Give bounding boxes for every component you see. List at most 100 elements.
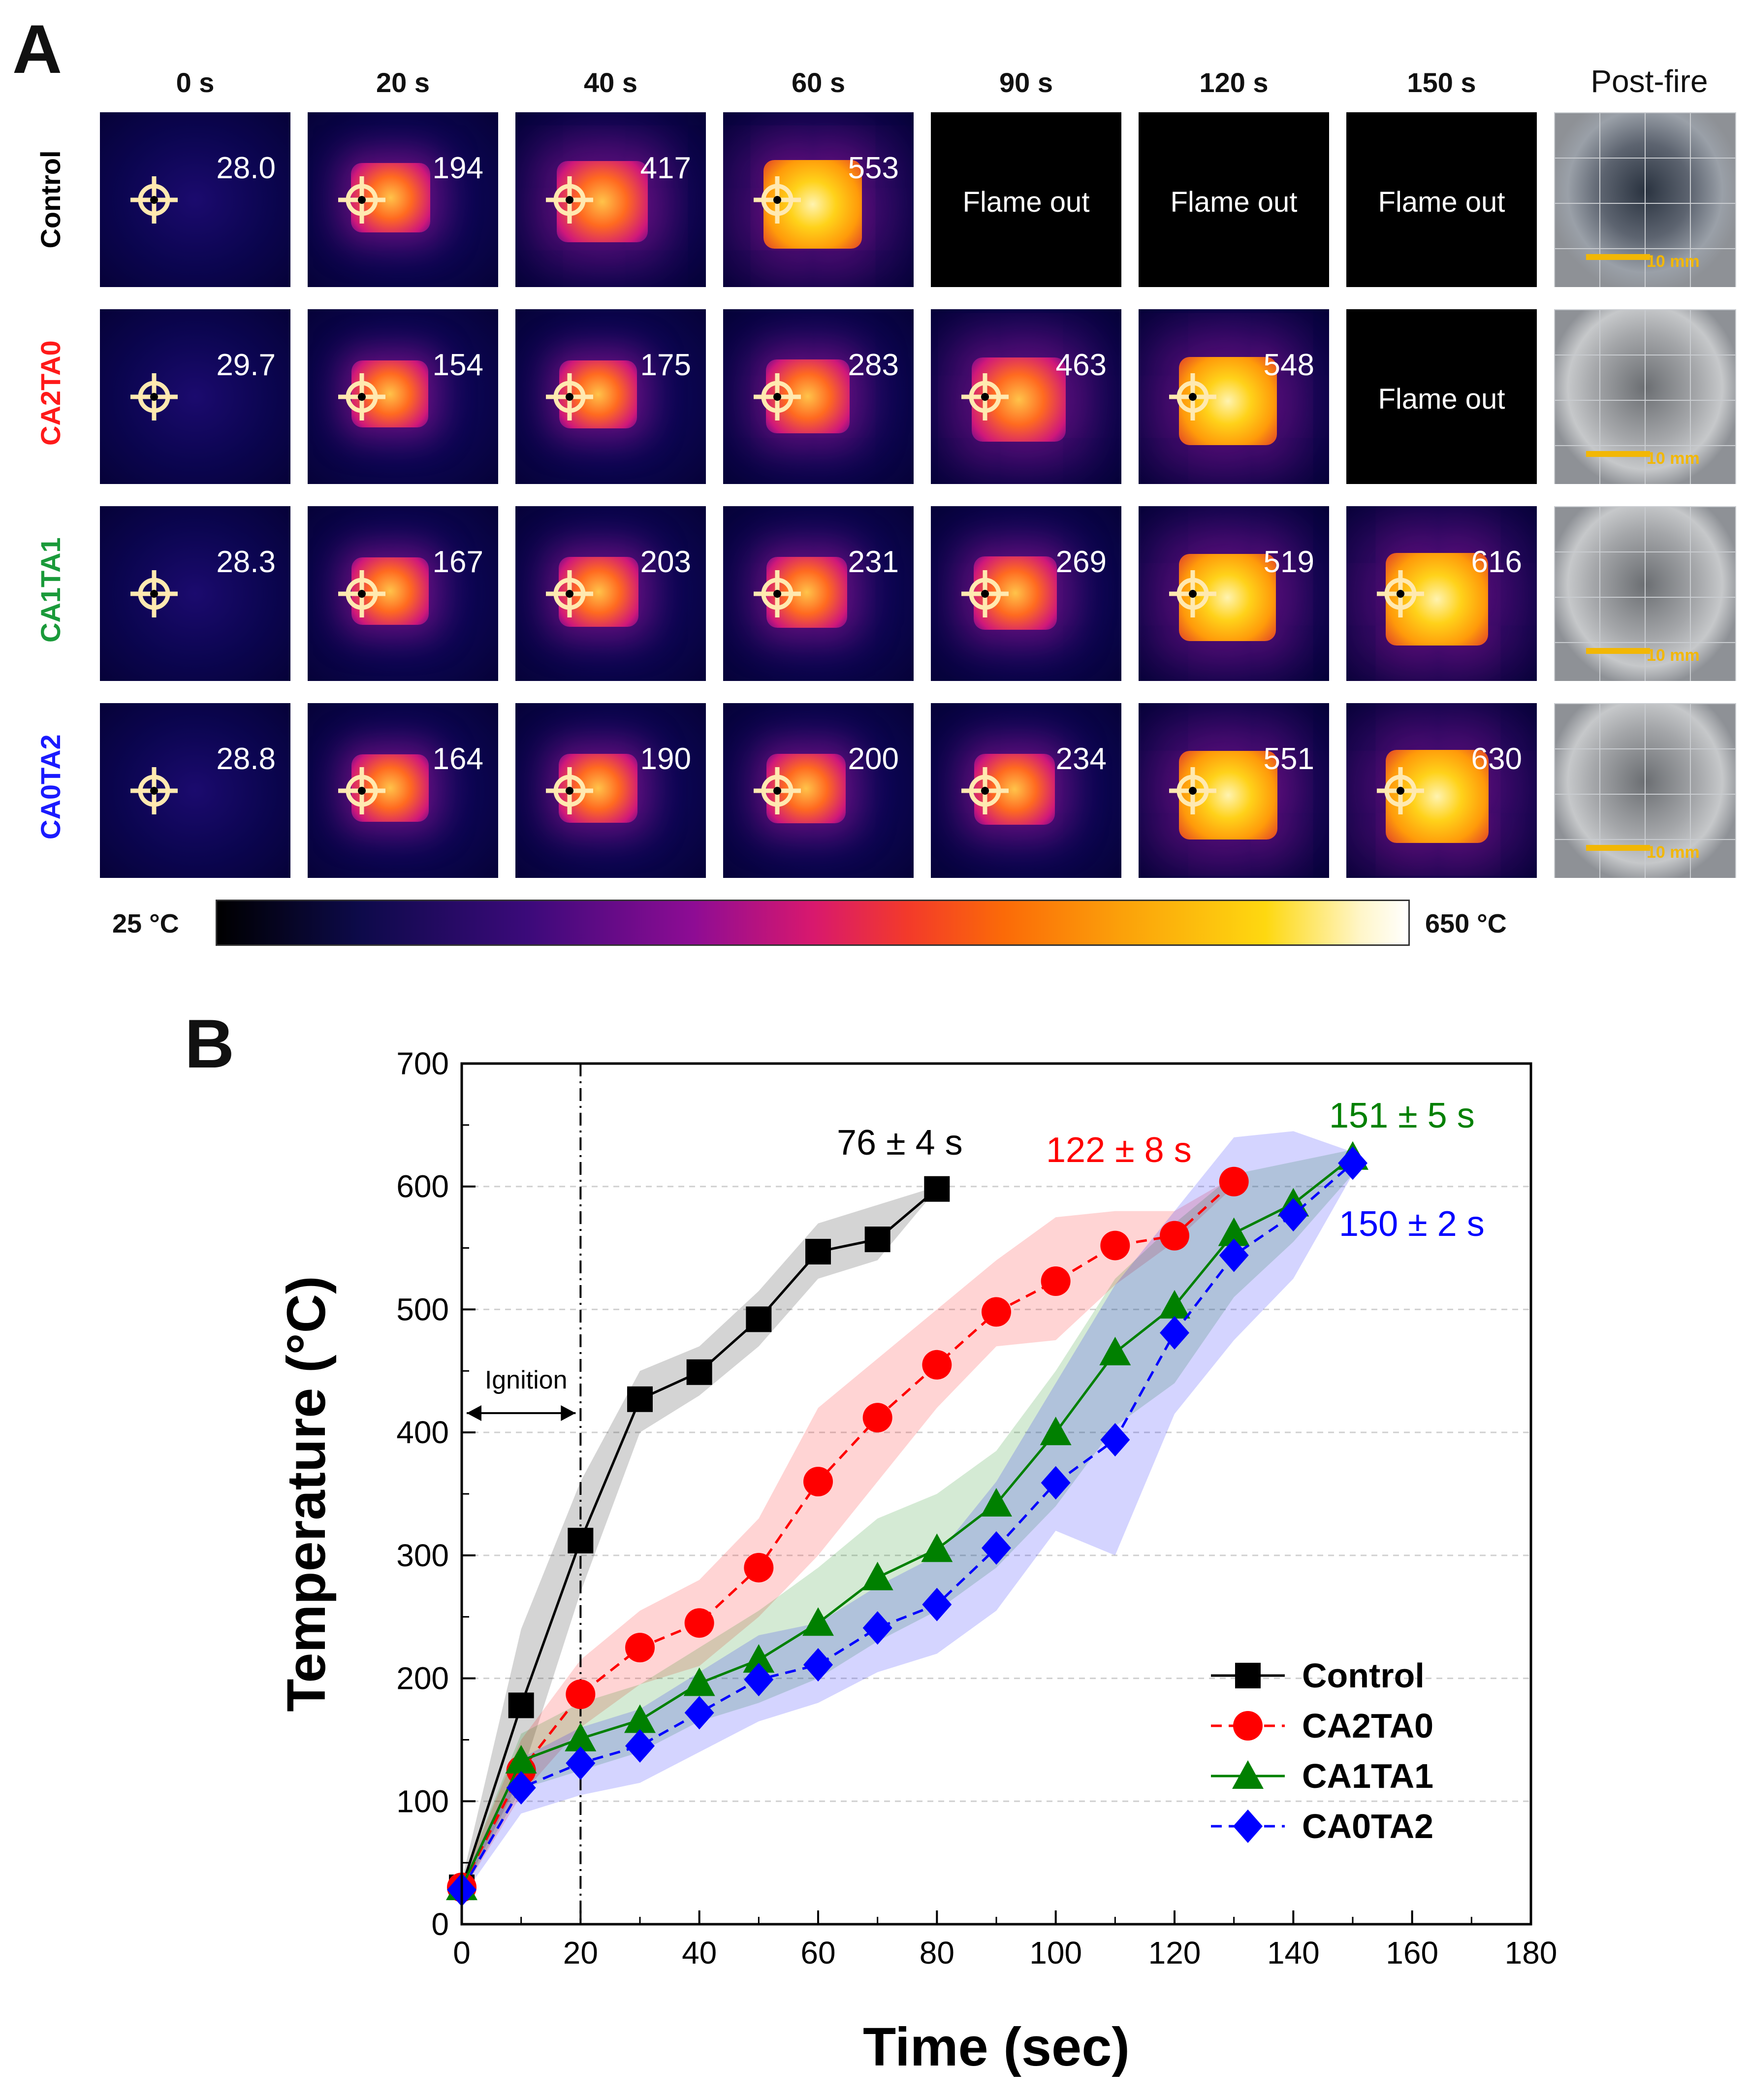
- ignition-arrowhead-left: [467, 1405, 481, 1421]
- data-point-control: [924, 1176, 950, 1202]
- temperature-reading: 29.7: [216, 348, 276, 382]
- thermal-image: 269: [931, 506, 1121, 681]
- temperature-colorbar: [216, 900, 1410, 946]
- flame-out-text: Flame out: [962, 186, 1090, 219]
- flame-out-text: Flame out: [1378, 186, 1505, 219]
- series-line-control: [460, 1188, 938, 1888]
- thermal-image: 616: [1346, 506, 1537, 681]
- error-band-ca2ta0: [462, 1176, 1234, 1894]
- data-point-ca0ta2: [506, 1771, 536, 1805]
- y-tick-label: 300: [396, 1538, 449, 1573]
- row-label-ca2ta0: CA2TA0: [35, 340, 66, 446]
- temperature-reading: 175: [640, 348, 691, 382]
- crosshair-icon: [1376, 766, 1425, 815]
- temperature-reading: 164: [432, 742, 483, 776]
- data-point-ca2ta0: [625, 1633, 655, 1663]
- temperature-reading: 463: [1055, 348, 1107, 382]
- duration-annotation-ca0ta2: 150 ± 2 s: [1339, 1204, 1485, 1244]
- temperature-reading: 203: [640, 545, 691, 579]
- thermal-image: 28.0: [100, 112, 290, 287]
- flame-out-cell: Flame out: [1346, 112, 1537, 287]
- thermal-image: 553: [723, 112, 914, 287]
- flame-out-text: Flame out: [1378, 383, 1505, 416]
- time-header-90: 90 s: [999, 67, 1053, 98]
- data-point-ca1ta1: [624, 1704, 656, 1733]
- temperature-reading: 553: [848, 151, 899, 185]
- data-point-ca1ta1: [1159, 1290, 1190, 1319]
- x-tick-label: 40: [682, 1935, 717, 1971]
- crosshair-icon: [129, 766, 179, 815]
- thermal-image: 234: [931, 703, 1121, 878]
- row-label-control: Control: [35, 150, 66, 249]
- data-point-ca2ta0: [744, 1552, 774, 1583]
- crosshair-icon: [1168, 569, 1217, 618]
- thermal-image: 231: [723, 506, 914, 681]
- temperature-reading: 616: [1471, 545, 1522, 579]
- x-tick-label: 160: [1386, 1935, 1438, 1971]
- time-header-120: 120 s: [1199, 67, 1269, 98]
- data-point-ca0ta2: [1278, 1198, 1308, 1232]
- hot-zone: [1386, 553, 1488, 646]
- temperature-reading: 417: [640, 151, 691, 185]
- crosshair-icon: [337, 569, 386, 618]
- data-point-ca0ta2: [1219, 1238, 1249, 1272]
- x-axis-title: Time (sec): [863, 2017, 1130, 2077]
- legend-label-ca2ta0: CA2TA0: [1302, 1707, 1433, 1745]
- temperature-reading: 28.8: [216, 742, 276, 776]
- thermal-image: 551: [1139, 703, 1329, 878]
- x-tick-label: 140: [1267, 1935, 1320, 1971]
- duration-annotation-ca1ta1: 151 ± 5 s: [1329, 1096, 1475, 1135]
- x-tick-label: 60: [800, 1935, 835, 1971]
- y-tick-label: 200: [396, 1661, 449, 1696]
- legend-marker-ca0ta2: [1233, 1809, 1263, 1843]
- flame-out-cell: Flame out: [1346, 309, 1537, 484]
- ignition-label: Ignition: [485, 1366, 568, 1394]
- data-point-ca0ta2: [744, 1663, 774, 1697]
- data-point-ca0ta2: [803, 1648, 833, 1682]
- y-tick-label: 100: [396, 1783, 449, 1819]
- series-line-ca0ta2: [460, 1162, 1354, 1891]
- thermal-image: 29.7: [100, 309, 290, 484]
- hot-zone: [763, 160, 862, 249]
- data-point-ca0ta2: [1041, 1466, 1071, 1500]
- data-point-ca2ta0: [1041, 1266, 1071, 1296]
- thermal-image: 194: [308, 112, 498, 287]
- duration-annotation-ca2ta0: 122 ± 8 s: [1046, 1131, 1192, 1170]
- temperature-reading: 548: [1263, 348, 1314, 382]
- panel-a-letter: A: [12, 10, 63, 88]
- temperature-reading: 154: [432, 348, 483, 382]
- data-point-control: [568, 1527, 594, 1553]
- data-point-ca2ta0: [982, 1297, 1011, 1327]
- scale-bar: [1586, 845, 1650, 851]
- chart-legend: Control CA2TA0 CA1TA1 CA0TA2: [1211, 1656, 1433, 1845]
- row-label-ca1ta1: CA1TA1: [35, 537, 66, 643]
- x-tick-label: 120: [1148, 1935, 1201, 1971]
- data-point-ca1ta1: [921, 1533, 953, 1562]
- data-point-ca0ta2: [566, 1746, 596, 1780]
- data-point-ca2ta0: [922, 1350, 952, 1380]
- data-point-ca2ta0: [684, 1608, 714, 1638]
- crosshair-icon: [1376, 569, 1425, 618]
- thermal-image: 28.8: [100, 703, 290, 878]
- data-point-ca1ta1: [1099, 1336, 1131, 1365]
- thermal-image: 463: [931, 309, 1121, 484]
- data-point-ca1ta1: [446, 1872, 477, 1901]
- time-header-20: 20 s: [376, 67, 430, 98]
- data-point-ca1ta1: [683, 1667, 715, 1696]
- crosshair-icon: [129, 175, 179, 225]
- flame-out-text: Flame out: [1170, 186, 1298, 219]
- colorbar-max-label: 650 °C: [1425, 909, 1507, 938]
- time-header-150: 150 s: [1407, 67, 1476, 98]
- temperature-reading: 519: [1263, 545, 1314, 579]
- data-point-ca0ta2: [447, 1873, 477, 1907]
- series-line-ca1ta1: [460, 1156, 1354, 1888]
- thermal-image: 167: [308, 506, 498, 681]
- error-band-control: [462, 1186, 937, 1894]
- data-point-ca1ta1: [981, 1487, 1012, 1517]
- x-tick-label: 20: [563, 1935, 598, 1971]
- crosshair-icon: [753, 569, 802, 618]
- data-point-ca0ta2: [1100, 1423, 1130, 1457]
- hot-zone: [1178, 356, 1277, 446]
- data-point-ca2ta0: [1219, 1166, 1249, 1196]
- post-fire-photo: 10 mm: [1554, 703, 1736, 878]
